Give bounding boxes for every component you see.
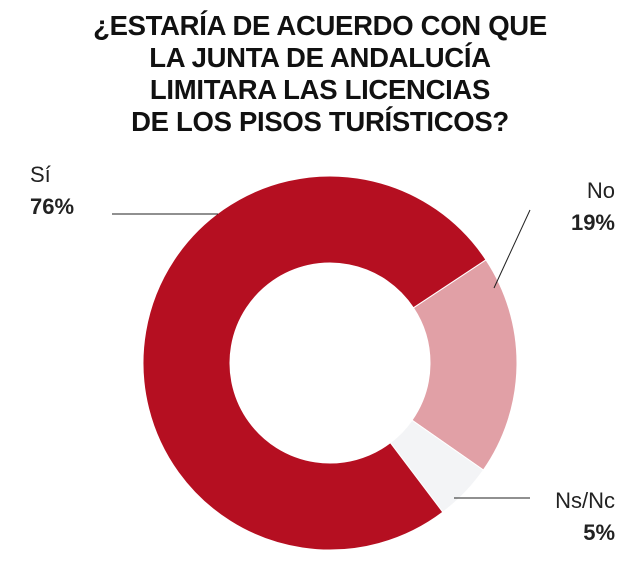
slice-no (411, 259, 518, 471)
title-line: LA JUNTA DE ANDALUCÍA (149, 42, 491, 73)
label-nsnc: Ns/Nc 5% (555, 488, 615, 546)
chart-title: ¿ESTARÍA DE ACUERDO CON QUE LA JUNTA DE … (0, 10, 640, 138)
label-si: Sí 76% (30, 162, 74, 220)
label-no: No 19% (571, 178, 615, 236)
title-line: ¿ESTARÍA DE ACUERDO CON QUE (93, 10, 547, 41)
slice-s (142, 175, 487, 551)
data-label: 5% (583, 520, 615, 545)
data-label: 19% (570, 210, 615, 235)
slice-label: Ns/Nc (555, 488, 615, 513)
title-line: LIMITARA LAS LICENCIAS (149, 74, 491, 105)
data-label: 76% (30, 194, 75, 219)
leader-line-no (493, 209, 531, 289)
title-line: DE LOS PISOS TURÍSTICOS? (131, 106, 509, 137)
slice-label: No (586, 178, 615, 203)
slice-label: Sí (30, 162, 51, 187)
